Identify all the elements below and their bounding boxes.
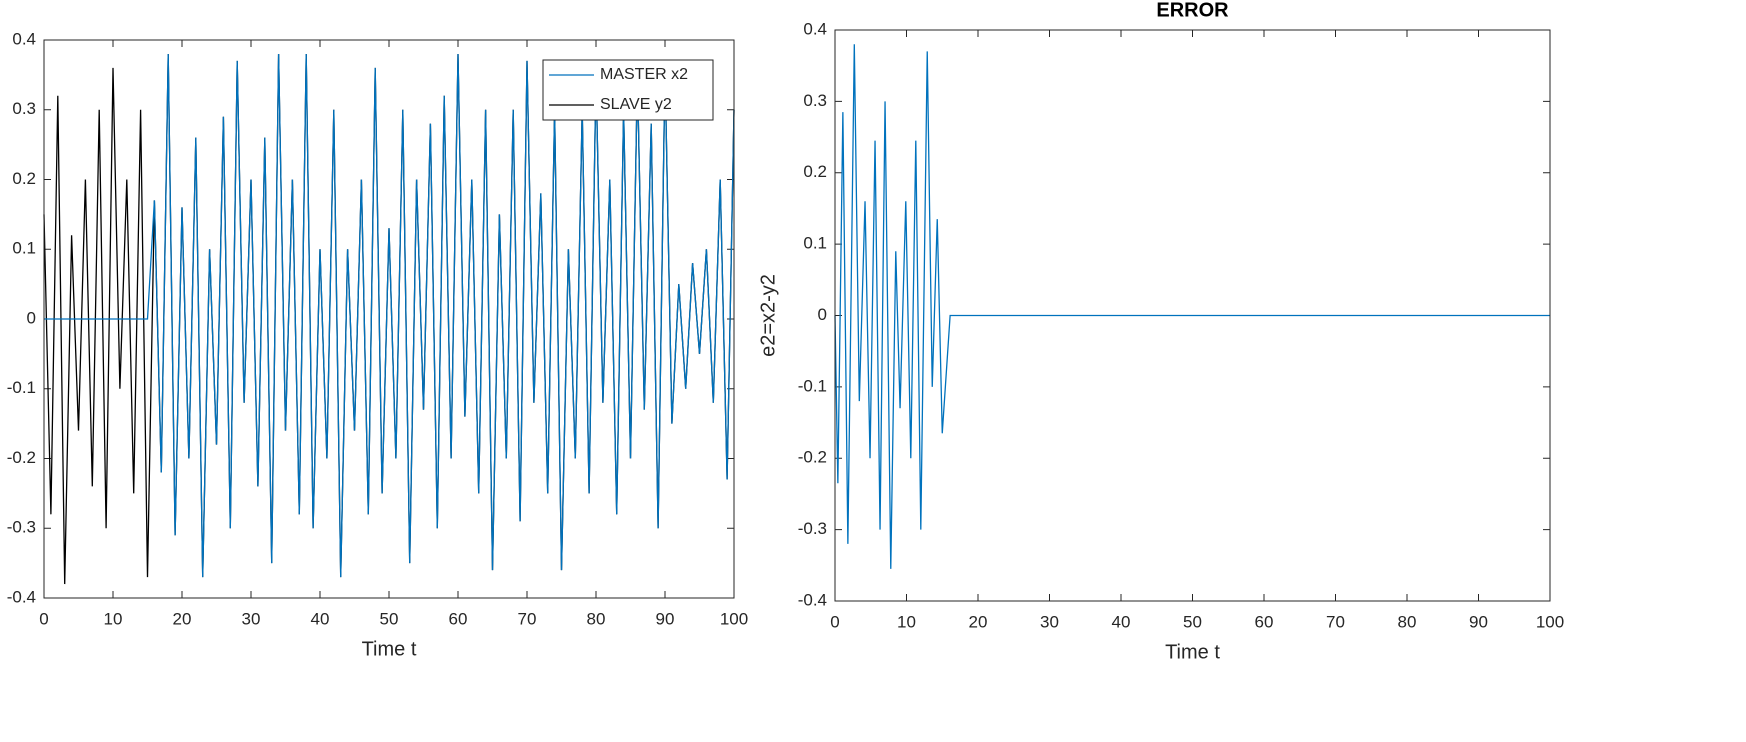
x-tick-label: 50 <box>380 609 399 628</box>
x-tick-label: 30 <box>242 609 261 628</box>
y-tick-label: 0.1 <box>12 239 36 258</box>
x-tick-label: 80 <box>587 609 606 628</box>
y-tick-label: 0.2 <box>12 169 36 188</box>
y-tick-label: -0.1 <box>7 378 36 397</box>
y-tick-label: 0.3 <box>803 91 827 110</box>
y-tick-label: 0.4 <box>12 29 36 48</box>
x-tick-label: 100 <box>1536 612 1564 631</box>
x-tick-label: 10 <box>104 609 123 628</box>
y-tick-label: -0.4 <box>798 590 827 609</box>
x-tick-label: 90 <box>656 609 675 628</box>
axes-box <box>834 29 1551 602</box>
y-tick-label: 0 <box>818 305 827 324</box>
x-tick-label: 90 <box>1469 612 1488 631</box>
y-tick-label: -0.3 <box>798 519 827 538</box>
legend-label: MASTER x2 <box>600 66 688 83</box>
plot-area <box>44 40 734 598</box>
x-tick-label: 40 <box>311 609 330 628</box>
data-line <box>834 44 1550 569</box>
x-tick-label: 0 <box>830 612 839 631</box>
x-tick-label: 80 <box>1398 612 1417 631</box>
y-tick-label: 0 <box>27 308 36 327</box>
y-axis-label: e2=x2-y2 <box>757 274 779 357</box>
y-tick-label: -0.3 <box>7 518 36 537</box>
x-tick-label: 40 <box>1112 612 1131 631</box>
x-tick-label: 70 <box>1326 612 1345 631</box>
x-tick-label: 60 <box>449 609 468 628</box>
x-tick-label: 60 <box>1255 612 1274 631</box>
x-tick-label: 100 <box>720 609 748 628</box>
x-tick-label: 10 <box>897 612 916 631</box>
data-line <box>44 53 735 578</box>
y-tick-label: 0.4 <box>803 19 827 38</box>
x-tick-label: 20 <box>173 609 192 628</box>
x-tick-label: 0 <box>39 609 48 628</box>
chart-title: ERROR <box>1156 0 1229 21</box>
x-tick-label: 30 <box>1040 612 1059 631</box>
y-tick-label: -0.2 <box>798 448 827 467</box>
legend-label: SLAVE y2 <box>600 96 672 113</box>
y-tick-label: 0.1 <box>803 234 827 253</box>
x-tick-label: 20 <box>969 612 988 631</box>
y-tick-label: 0.2 <box>803 162 827 181</box>
x-tick-label: 50 <box>1183 612 1202 631</box>
legend-box <box>542 59 714 121</box>
x-axis-label: Time t <box>1165 641 1220 663</box>
axes-box <box>43 39 735 599</box>
y-tick-label: -0.1 <box>798 376 827 395</box>
y-tick-label: 0.3 <box>12 99 36 118</box>
y-tick-label: -0.2 <box>7 448 36 467</box>
x-tick-label: 70 <box>518 609 537 628</box>
x-axis-label: Time t <box>362 638 417 660</box>
y-tick-label: -0.4 <box>7 587 36 606</box>
